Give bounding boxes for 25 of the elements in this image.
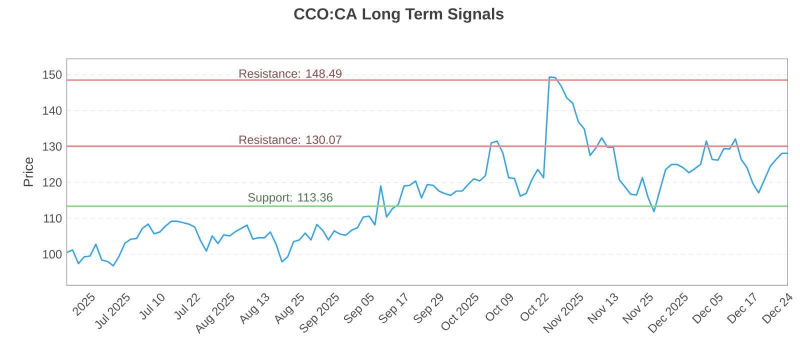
x-tick-label: Sep 29 (414, 293, 444, 324)
x-tick-label: Jul 22 (174, 293, 200, 320)
x-tick-label: Nov 25 (622, 292, 653, 324)
y-tick-label: 120 (43, 178, 62, 187)
x-tick-label: Nov 13 (587, 293, 618, 324)
x-tick-label: Sep 05 (344, 292, 374, 324)
chart-title: CCO:CA Long Term Signals (294, 8, 504, 23)
ref-line-label: Support: 113.36 (248, 193, 332, 204)
x-tick-label: Oct 22 (520, 293, 550, 321)
ref-line-label: Resistance: 130.07 (240, 135, 342, 144)
y-tick-label: 140 (43, 106, 62, 115)
x-tick-label: Aug 25 (275, 292, 304, 325)
y-axis-title: Price (23, 157, 34, 186)
y-tick-label: 150 (43, 70, 62, 79)
y-tick-label: 110 (44, 214, 62, 223)
x-tick-label: Sep 17 (378, 292, 408, 324)
x-tick-label: Jul 10 (139, 294, 164, 320)
x-tick-label: Dec 17 (726, 292, 756, 324)
y-tick-label: 130 (43, 142, 62, 151)
x-tick-label: Oct 09 (486, 293, 513, 321)
ref-line-label: Resistance: 148.49 (240, 69, 342, 78)
x-tick-label: Dec 24 (762, 292, 793, 324)
x-tick-label: Dec 05 (692, 292, 723, 324)
y-tick-label: 100 (43, 250, 62, 259)
x-tick-label: Aug 13 (240, 293, 270, 325)
